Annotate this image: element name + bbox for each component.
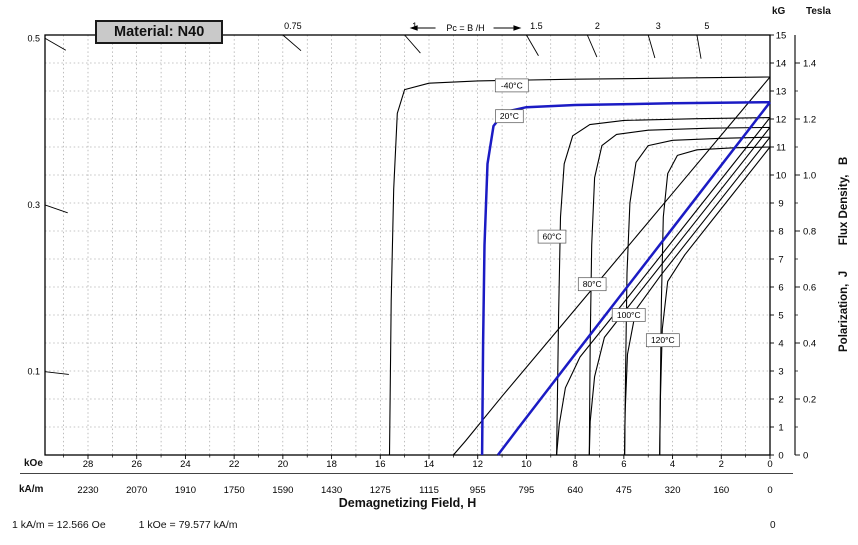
svg-text:80°C: 80°C <box>583 279 602 289</box>
svg-text:1.2: 1.2 <box>803 114 816 125</box>
svg-text:0.6: 0.6 <box>803 282 816 293</box>
svg-text:3: 3 <box>778 366 783 377</box>
svg-text:0.4: 0.4 <box>803 338 816 349</box>
svg-text:1.5: 1.5 <box>530 21 543 31</box>
svg-text:0.3: 0.3 <box>27 200 40 210</box>
svg-text:320: 320 <box>665 485 681 496</box>
svg-text:1.4: 1.4 <box>803 58 816 69</box>
svg-text:1910: 1910 <box>175 485 196 496</box>
svg-text:-40°C: -40°C <box>501 80 523 90</box>
svg-text:1115: 1115 <box>419 485 439 496</box>
svg-text:2: 2 <box>595 21 600 31</box>
svg-text:120°C: 120°C <box>651 335 675 345</box>
svg-text:795: 795 <box>518 485 534 496</box>
x-axis-title: Demagnetizing Field, H <box>338 496 477 510</box>
y-unit-tesla-label: Tesla <box>806 6 831 17</box>
svg-text:2: 2 <box>719 459 724 470</box>
corner-zero-label: 0 <box>770 520 776 531</box>
svg-text:20: 20 <box>278 459 289 470</box>
svg-text:14: 14 <box>424 459 435 470</box>
y-unit-kg-label: kG <box>772 6 786 17</box>
svg-text:7: 7 <box>778 254 783 265</box>
svg-text:14: 14 <box>776 58 787 69</box>
svg-text:60°C: 60°C <box>543 232 562 242</box>
svg-text:3: 3 <box>656 21 661 31</box>
svg-text:13: 13 <box>776 86 787 97</box>
svg-text:5: 5 <box>778 310 783 321</box>
svg-text:9: 9 <box>778 198 783 209</box>
material-title: Material: N40 <box>95 20 224 44</box>
svg-text:1275: 1275 <box>370 485 391 496</box>
svg-text:Pc = B /H: Pc = B /H <box>446 23 484 33</box>
svg-text:1430: 1430 <box>321 485 342 496</box>
svg-text:0: 0 <box>767 459 772 470</box>
svg-text:2070: 2070 <box>126 485 147 496</box>
svg-text:24: 24 <box>180 459 191 470</box>
svg-text:0: 0 <box>767 485 772 496</box>
svg-text:4: 4 <box>670 459 675 470</box>
svg-text:100°C: 100°C <box>617 310 641 320</box>
footnote-koe-conversion: 1 kOe = 79.577 kA/m <box>138 519 238 531</box>
scale-separator-line <box>20 473 793 474</box>
footnote-kam-conversion: 1 kA/m = 12.566 Oe <box>12 519 106 531</box>
svg-text:955: 955 <box>470 485 486 496</box>
svg-text:0: 0 <box>778 450 783 461</box>
svg-text:8: 8 <box>572 459 577 470</box>
svg-text:1590: 1590 <box>272 485 293 496</box>
svg-text:0.1: 0.1 <box>27 367 40 377</box>
svg-text:0.75: 0.75 <box>284 21 302 31</box>
svg-text:0.5: 0.5 <box>27 33 40 43</box>
svg-text:11: 11 <box>776 142 786 153</box>
svg-text:1750: 1750 <box>224 485 245 496</box>
svg-text:28: 28 <box>83 459 94 470</box>
svg-text:640: 640 <box>567 485 583 496</box>
svg-text:475: 475 <box>616 485 632 496</box>
svg-text:4: 4 <box>778 338 783 349</box>
x-unit-koe-label: kOe <box>24 458 43 469</box>
svg-text:160: 160 <box>713 485 729 496</box>
svg-text:2230: 2230 <box>77 485 98 496</box>
svg-text:15: 15 <box>776 30 787 41</box>
svg-text:0: 0 <box>803 450 808 461</box>
svg-text:6: 6 <box>778 282 783 293</box>
conversion-footnote: 1 kA/m = 12.566 Oe 1 kOe = 79.577 kA/m <box>12 519 238 531</box>
svg-text:12: 12 <box>472 459 483 470</box>
x-unit-kam-label: kA/m <box>19 484 44 495</box>
svg-text:2: 2 <box>778 394 783 405</box>
svg-text:1.0: 1.0 <box>803 170 816 181</box>
svg-text:0.8: 0.8 <box>803 226 816 237</box>
svg-text:8: 8 <box>778 226 783 237</box>
y-axis-title: Polarization, J Flux Density, B <box>838 156 850 352</box>
svg-text:18: 18 <box>326 459 337 470</box>
svg-text:5: 5 <box>704 21 709 31</box>
svg-text:0.2: 0.2 <box>803 394 816 405</box>
svg-text:1: 1 <box>778 422 783 433</box>
svg-text:26: 26 <box>131 459 142 470</box>
svg-text:16: 16 <box>375 459 386 470</box>
svg-text:22: 22 <box>229 459 240 470</box>
svg-text:20°C: 20°C <box>500 111 519 121</box>
svg-text:1: 1 <box>412 21 417 31</box>
svg-text:12: 12 <box>776 114 787 125</box>
svg-text:10: 10 <box>776 170 787 181</box>
svg-text:10: 10 <box>521 459 532 470</box>
svg-text:6: 6 <box>621 459 626 470</box>
